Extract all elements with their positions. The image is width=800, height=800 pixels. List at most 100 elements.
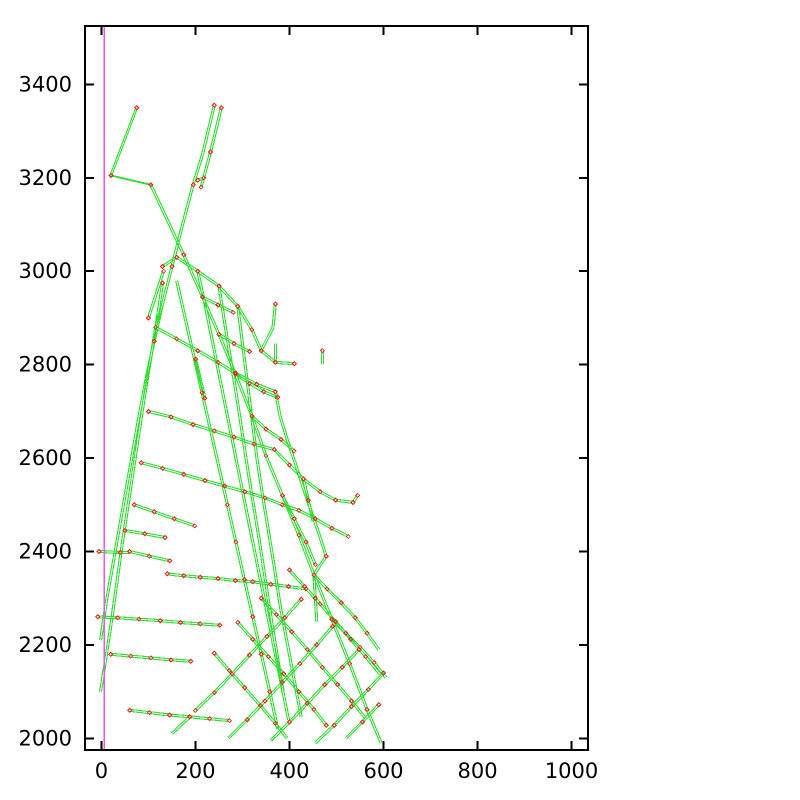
node-marker (199, 389, 205, 396)
link-path (163, 266, 174, 305)
node-marker (359, 719, 366, 725)
node-marker (319, 347, 326, 354)
link-path (252, 418, 259, 456)
node-marker (350, 499, 356, 506)
link-path (304, 478, 310, 501)
link-path (298, 510, 316, 521)
link-path (288, 586, 306, 591)
link-path (234, 342, 251, 352)
link-path (137, 378, 146, 416)
node-marker (199, 294, 206, 300)
link-path (176, 337, 199, 351)
link-path (320, 602, 337, 622)
link-path (261, 327, 275, 352)
link-path (365, 709, 381, 744)
link-path (219, 332, 235, 344)
link-path (124, 530, 145, 536)
x-tick-label: 800 (457, 759, 497, 783)
link-path (337, 683, 353, 701)
node-marker (249, 413, 255, 419)
link-path (265, 616, 285, 637)
y-tick-label: 3200 (19, 166, 72, 190)
link-path (251, 532, 260, 571)
node-marker (364, 706, 370, 713)
link-path (198, 270, 208, 309)
link-path (250, 418, 257, 456)
link-path (292, 518, 306, 543)
node-marker (324, 586, 330, 592)
node-marker (305, 497, 312, 503)
node-marker (159, 465, 166, 472)
node-marker (233, 539, 239, 545)
link-path (253, 444, 275, 452)
link-path (172, 716, 192, 735)
node-marker (224, 502, 231, 508)
link-path (253, 638, 270, 657)
link-path (155, 304, 165, 328)
link-path (144, 534, 165, 539)
node-marker (282, 615, 288, 621)
link-path (124, 453, 133, 491)
node-marker (297, 660, 303, 667)
link-path (99, 549, 121, 552)
node-marker (168, 657, 174, 663)
link-path (268, 691, 278, 730)
link-path (367, 632, 381, 650)
node-marker (181, 252, 187, 258)
link-path (289, 569, 306, 587)
node-marker (291, 448, 297, 454)
node-marker (291, 361, 297, 367)
node-marker (249, 326, 255, 333)
node-marker (323, 553, 329, 559)
link-path (273, 449, 290, 467)
node-marker (230, 309, 236, 316)
link-path (177, 280, 187, 318)
node-marker (273, 611, 280, 618)
node-marker (338, 600, 344, 606)
link-path (223, 322, 231, 361)
link-path (257, 455, 264, 494)
node-marker (272, 359, 279, 366)
link-path (317, 532, 326, 557)
link-path (350, 663, 369, 710)
node-marker (217, 622, 223, 628)
node-marker (242, 685, 248, 691)
link-path (280, 439, 294, 453)
link-path (171, 658, 191, 661)
link-path (169, 713, 190, 717)
link-path (228, 420, 238, 458)
node-marker (108, 172, 114, 179)
link-path (154, 510, 175, 519)
link-path (322, 666, 339, 685)
node-marker (127, 653, 134, 659)
link-path (297, 691, 314, 711)
link-path (256, 382, 276, 392)
link-path (104, 565, 113, 603)
link-path (304, 542, 315, 566)
link-path (344, 720, 363, 739)
link-path (170, 660, 191, 663)
node-marker (357, 644, 363, 650)
node-marker (332, 618, 339, 625)
link-path (314, 574, 317, 599)
node-marker (347, 636, 354, 643)
link-path (211, 346, 221, 384)
link-path (374, 661, 388, 678)
link-path (198, 378, 205, 399)
link-path (235, 397, 243, 435)
node-marker (279, 679, 286, 685)
link-path (314, 574, 334, 620)
link-path (315, 598, 319, 622)
link-path (331, 528, 349, 538)
link-path (176, 255, 199, 271)
node-marker (291, 516, 297, 522)
node-marker (246, 380, 253, 387)
link-path (129, 708, 150, 713)
link-path (256, 384, 276, 394)
link-path (236, 457, 245, 496)
link-path (148, 409, 172, 417)
link-path (300, 645, 318, 665)
link-path (248, 383, 264, 394)
node-marker (251, 441, 257, 447)
